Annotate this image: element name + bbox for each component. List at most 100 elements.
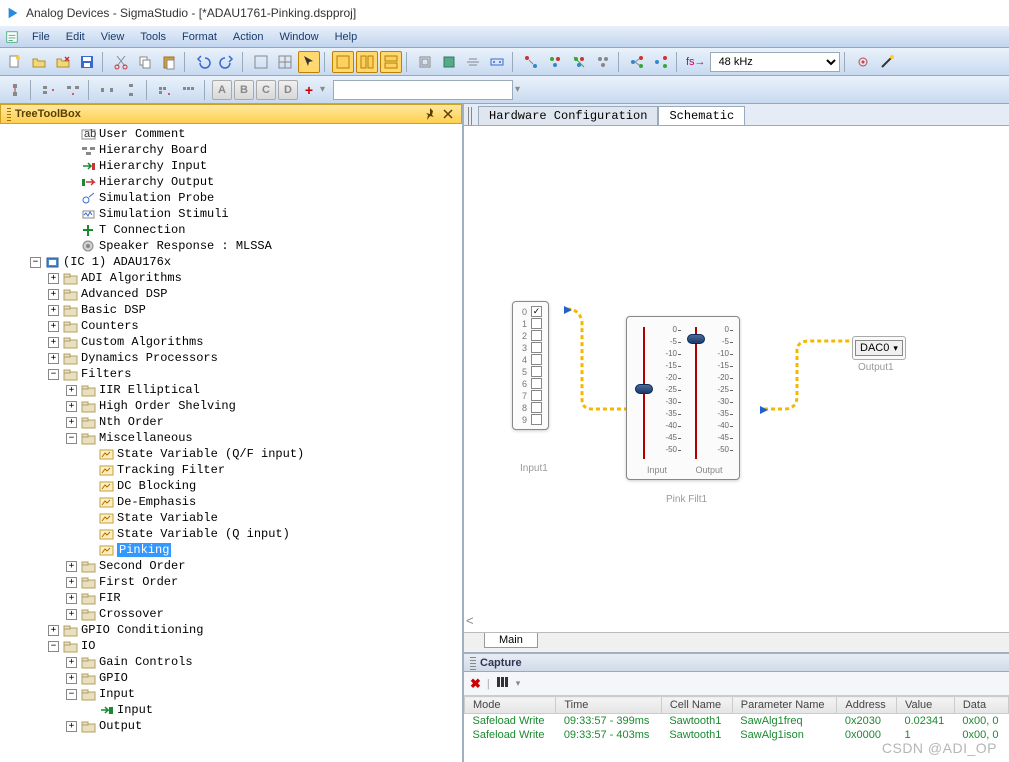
tree-item[interactable]: −Filters <box>0 366 462 382</box>
tree-item[interactable]: State Variable <box>0 510 462 526</box>
input-checkbox-3[interactable] <box>531 342 542 353</box>
tree-item[interactable]: +Counters <box>0 318 462 334</box>
tree-toggle[interactable]: + <box>66 593 77 604</box>
select-mode-button[interactable] <box>298 51 320 73</box>
tree-toggle[interactable]: − <box>48 641 59 652</box>
input-checkbox-5[interactable] <box>531 366 542 377</box>
tool-net1[interactable] <box>626 51 648 73</box>
tool-c[interactable] <box>462 51 484 73</box>
input-slider[interactable]: 0-5-10-15-20-25-30-35-40-45-50Input <box>637 325 677 475</box>
tree-toggle[interactable]: + <box>48 273 59 284</box>
search-combo[interactable] <box>333 80 513 100</box>
menu-view[interactable]: View <box>93 31 133 43</box>
tree-toggle[interactable]: + <box>48 625 59 636</box>
tree-item[interactable]: abiUser Comment <box>0 126 462 142</box>
tree-item[interactable]: +Second Order <box>0 558 462 574</box>
tree-toggle[interactable]: + <box>66 673 77 684</box>
schematic-canvas[interactable]: 0✓123456789 Input1 0-5-10-15-20-25-30-35… <box>464 126 1009 632</box>
tool-wand[interactable] <box>876 51 898 73</box>
open-button[interactable] <box>28 51 50 73</box>
tree-item[interactable]: State Variable (Q/F input) <box>0 446 462 462</box>
tree-item[interactable]: +Custom Algorithms <box>0 334 462 350</box>
tree-item[interactable]: +Gain Controls <box>0 654 462 670</box>
tree-item[interactable]: T Connection <box>0 222 462 238</box>
output-slider[interactable]: 0-5-10-15-20-25-30-35-40-45-50Output <box>689 325 729 475</box>
save-button[interactable] <box>76 51 98 73</box>
menu-tools[interactable]: Tools <box>132 31 174 43</box>
capture-col[interactable]: Value <box>896 697 954 714</box>
menu-action[interactable]: Action <box>225 31 272 43</box>
input-checkbox-0[interactable]: ✓ <box>531 306 542 317</box>
tree-item[interactable]: +ADI Algorithms <box>0 270 462 286</box>
scroll-left-icon[interactable]: < <box>466 613 474 628</box>
menu-format[interactable]: Format <box>174 31 225 43</box>
tree-item[interactable]: Input <box>0 702 462 718</box>
tree-toggle[interactable]: + <box>48 337 59 348</box>
tree-toggle[interactable]: + <box>66 561 77 572</box>
tool-a[interactable] <box>414 51 436 73</box>
tree-toggle[interactable]: − <box>30 257 41 268</box>
tree-toggle[interactable]: + <box>48 305 59 316</box>
input-checkbox-9[interactable] <box>531 414 542 425</box>
input-block[interactable]: 0✓123456789 <box>512 301 549 430</box>
menu-window[interactable]: Window <box>271 31 326 43</box>
capture-col[interactable]: Time <box>556 697 662 714</box>
tree-item[interactable]: Hierarchy Board <box>0 142 462 158</box>
tree-item[interactable]: De-Emphasis <box>0 494 462 510</box>
input-checkbox-1[interactable] <box>531 318 542 329</box>
align3[interactable] <box>62 79 84 101</box>
dac-block[interactable]: DAC0▾ <box>852 336 906 360</box>
tree-item[interactable]: +First Order <box>0 574 462 590</box>
align1[interactable] <box>4 79 26 101</box>
grid2-button[interactable] <box>274 51 296 73</box>
tree-item[interactable]: −(IC 1) ADAU176x <box>0 254 462 270</box>
main-tab[interactable]: Main <box>484 633 538 648</box>
tree-item[interactable]: Speaker Response : MLSSA <box>0 238 462 254</box>
tree-item[interactable]: +Basic DSP <box>0 302 462 318</box>
letter-B[interactable]: B <box>234 80 254 100</box>
tool-b[interactable] <box>438 51 460 73</box>
tree-item[interactable]: +Output <box>0 718 462 734</box>
grid1-button[interactable] <box>250 51 272 73</box>
tree-toggle[interactable]: − <box>48 369 59 380</box>
sample-rate-select[interactable]: 48 kHz <box>710 52 840 72</box>
paste-button[interactable] <box>158 51 180 73</box>
tool-d[interactable] <box>486 51 508 73</box>
input-checkbox-4[interactable] <box>531 354 542 365</box>
tree-item[interactable]: +High Order Shelving <box>0 398 462 414</box>
align4[interactable] <box>96 79 118 101</box>
tree-item[interactable]: +Crossover <box>0 606 462 622</box>
tree-toggle[interactable]: + <box>66 385 77 396</box>
tree-toggle[interactable]: + <box>66 577 77 588</box>
clear-icon[interactable]: ✖ <box>470 676 481 692</box>
align6[interactable] <box>154 79 176 101</box>
letter-A[interactable]: A <box>212 80 232 100</box>
tree-item[interactable]: Hierarchy Output <box>0 174 462 190</box>
copy-button[interactable] <box>134 51 156 73</box>
tree-toggle[interactable]: + <box>66 417 77 428</box>
tree-item[interactable]: +GPIO Conditioning <box>0 622 462 638</box>
tree-toggle[interactable]: + <box>66 401 77 412</box>
columns-icon[interactable] <box>496 675 510 692</box>
tree-view[interactable]: abiUser CommentHierarchy Board Hierarchy … <box>0 124 462 762</box>
tree-toggle[interactable]: + <box>66 609 77 620</box>
letter-C[interactable]: C <box>256 80 276 100</box>
redo-button[interactable] <box>216 51 238 73</box>
tool-g[interactable] <box>592 51 614 73</box>
download-button[interactable] <box>568 51 590 73</box>
tool-gear[interactable] <box>852 51 874 73</box>
menu-help[interactable]: Help <box>327 31 366 43</box>
tab-schematic[interactable]: Schematic <box>658 106 745 125</box>
undo-button[interactable] <box>192 51 214 73</box>
pinkfilt-block[interactable]: 0-5-10-15-20-25-30-35-40-45-50Input 0-5-… <box>626 316 740 480</box>
capture-col[interactable]: Address <box>837 697 897 714</box>
tree-toggle[interactable]: + <box>66 657 77 668</box>
tree-toggle[interactable]: + <box>48 289 59 300</box>
tree-item[interactable]: DC Blocking <box>0 478 462 494</box>
tree-item[interactable]: +Nth Order <box>0 414 462 430</box>
panel-close-icon[interactable] <box>441 107 455 121</box>
tree-toggle[interactable]: − <box>66 689 77 700</box>
tree-toggle[interactable]: + <box>48 353 59 364</box>
pin-icon[interactable] <box>423 107 437 121</box>
tree-item[interactable]: State Variable (Q input) <box>0 526 462 542</box>
